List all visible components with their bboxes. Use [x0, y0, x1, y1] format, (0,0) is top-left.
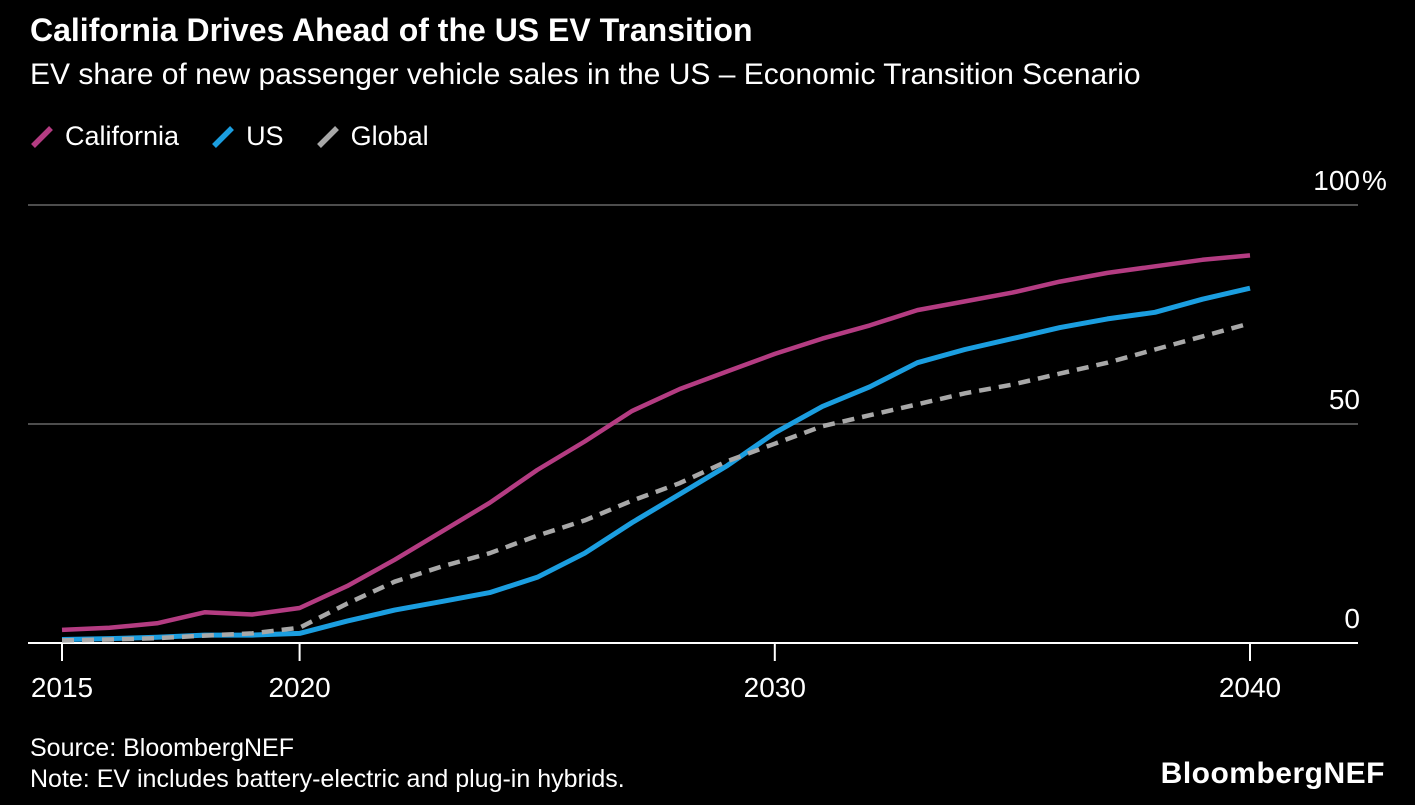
series-line-global: [61, 321, 1251, 643]
chart-subtitle: EV share of new passenger vehicle sales …: [30, 58, 1141, 91]
footer-notes: Source: BloombergNEF Note: EV includes b…: [30, 733, 625, 795]
legend-label-global: Global: [350, 121, 429, 151]
legend-label-us: US: [246, 121, 284, 151]
x-tick-label-2020: 2020: [268, 672, 330, 703]
bloombergnef-logo: BloombergNEF: [1160, 757, 1385, 790]
legend-swatch-global-icon: [316, 125, 339, 148]
y-tick-suffix-100: %: [1362, 165, 1387, 196]
y-tick-label-0: 0: [1344, 603, 1360, 634]
x-tick-label-2015: 2015: [31, 672, 93, 703]
series-line-california: [61, 253, 1251, 633]
source-text: Source: BloombergNEF: [30, 734, 295, 762]
legend-swatch-california-icon: [31, 125, 53, 148]
note-text: Note: EV includes battery-electric and p…: [30, 765, 625, 793]
legend: California US Global: [30, 121, 429, 152]
legend-item-global: Global: [316, 121, 429, 152]
legend-swatch-us-icon: [212, 125, 235, 148]
x-tick-label-2040: 2040: [1219, 672, 1281, 703]
y-tick-label-100: 100: [1313, 165, 1360, 196]
series-line-us: [61, 285, 1251, 642]
y-tick-label-50: 50: [1329, 384, 1360, 415]
legend-item-us: US: [211, 121, 284, 152]
chart-title: California Drives Ahead of the US EV Tra…: [30, 12, 753, 48]
legend-label-california: California: [65, 121, 180, 151]
legend-item-california: California: [30, 121, 179, 152]
x-tick-label-2030: 2030: [744, 672, 806, 703]
